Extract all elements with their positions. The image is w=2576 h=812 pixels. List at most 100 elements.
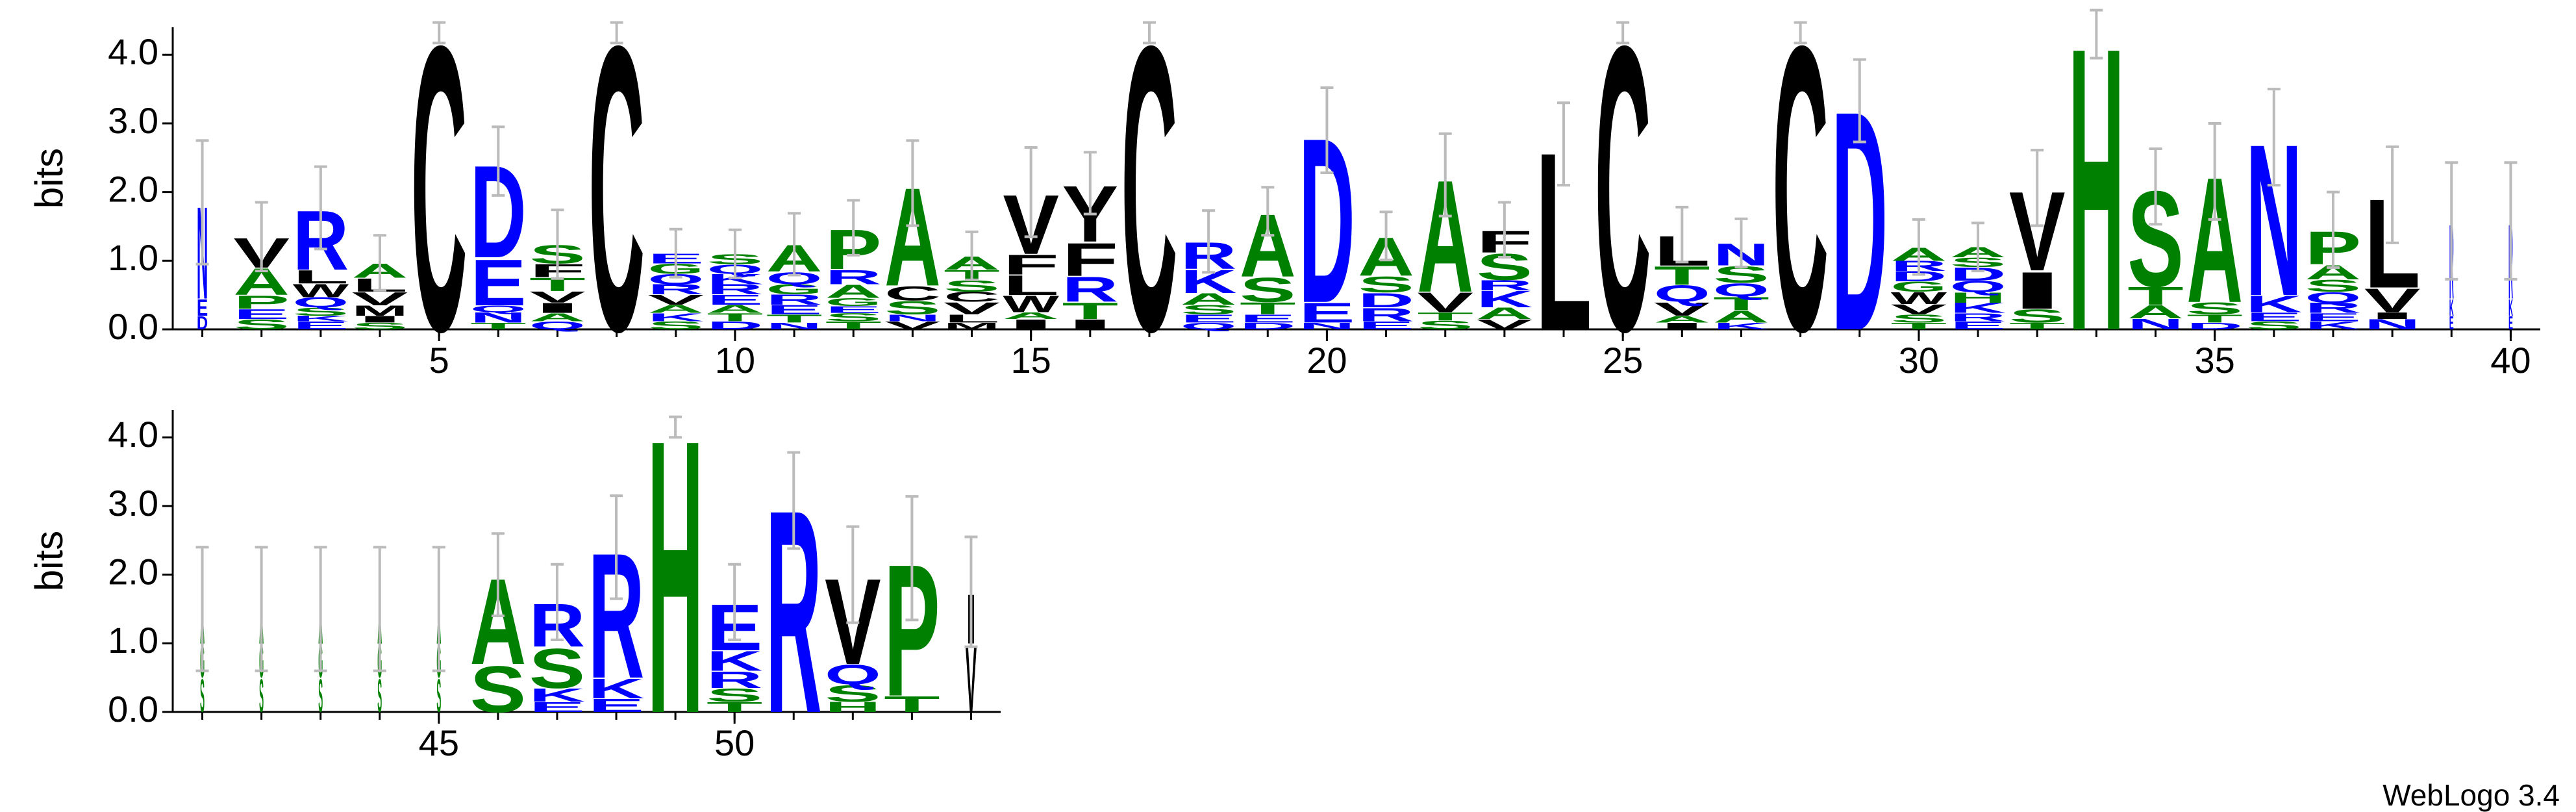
letter: E [470,246,527,320]
error-bar [788,212,801,277]
error-bar [373,546,386,672]
y-tick-label: 3.0 [108,483,158,524]
letter: S [2009,305,2066,327]
letter: K [2508,294,2513,320]
letter: T [884,691,940,717]
letter: K [588,673,645,705]
x-tick-label: 30 [1899,340,1939,381]
error-bar [195,139,209,266]
letter: G [766,282,823,298]
letter: C [588,0,645,416]
letter: I [1003,316,1059,332]
letter: C [884,282,941,305]
letter: S [377,669,382,722]
error-bar [1142,21,1156,45]
y-tick-label: 2.0 [108,551,158,592]
letter: E [2305,311,2362,324]
letter: S [259,669,264,722]
letter: A [529,311,586,324]
letter: S [470,653,527,726]
letter: E [2246,311,2303,324]
letter: A [1654,314,1710,324]
letter: I [1062,316,1119,332]
letter: A [825,281,882,302]
letter: D [1240,321,1296,331]
letter: E [197,294,208,320]
letter: G [1891,279,1947,294]
error-bar [1497,201,1511,259]
letter: D [2186,321,2243,331]
letter: S [529,637,586,700]
letter: Q [1713,279,1769,301]
letter: E [588,695,645,717]
letter: C [411,0,468,416]
error-bar [1379,210,1393,262]
error-bar [1557,101,1571,187]
letter: V [647,292,704,307]
letter: R [1358,304,1414,325]
x-tick-label: 50 [714,722,755,763]
letter: E [529,699,586,715]
letter: V [529,288,586,306]
letter: E [233,307,290,322]
x-tick-label: 40 [2490,340,2531,381]
letter: C [1595,0,1651,416]
y-tick-label: 3.0 [108,100,158,141]
letter: T [1062,298,1119,324]
error-bar [432,21,446,45]
error-bar [610,21,623,45]
letter: C [944,289,1000,305]
letter: E [707,292,764,307]
letter: S [318,669,323,722]
x-tick-label: 15 [1011,340,1051,381]
x-tick-label: 45 [419,722,459,763]
error-bar [551,209,564,280]
letter: E [293,319,349,331]
letter: V [966,628,977,733]
letter-stack: DTAERKQS [707,251,764,332]
error-bar [787,451,801,550]
x-tick-label: 25 [1603,340,1643,381]
y-tick-label: 0.0 [108,689,158,730]
x-tick-label: 5 [429,340,449,381]
letter: S [1358,272,1414,297]
letter-stack: C [411,0,468,416]
error-bar [2445,161,2458,281]
letter: L [293,266,349,288]
letter: K [1713,321,1769,331]
letter: K [707,646,763,678]
y-axis-label: bits [27,531,71,591]
letter: V [1477,316,1533,332]
error-bar [1616,21,1630,45]
error-bar [1202,209,1216,274]
letter: Q [470,304,527,314]
letter: N [884,312,941,323]
letter: S [2186,299,2243,318]
letter-stack: C [1772,0,1829,416]
y-tick-label: 4.0 [108,414,158,455]
letter: E [1950,319,2007,331]
error-bar [491,532,505,618]
letter: A [1713,307,1769,326]
letter: A [707,303,764,315]
letter-stack: MLVCSTA [944,253,1000,332]
letter: T [1240,299,1296,318]
error-bar [1971,222,1985,273]
error-bar [728,228,742,279]
letter: Q [1950,278,2007,296]
letter: K [2305,319,2362,331]
letter: S [436,669,441,722]
letter-stack: H [2068,0,2125,416]
error-bar [2267,88,2281,187]
error-bar [2149,147,2162,226]
letter: S [884,297,941,318]
error-bar [906,139,919,227]
letter: T [825,319,882,331]
y-tick-label: 2.0 [108,168,158,209]
